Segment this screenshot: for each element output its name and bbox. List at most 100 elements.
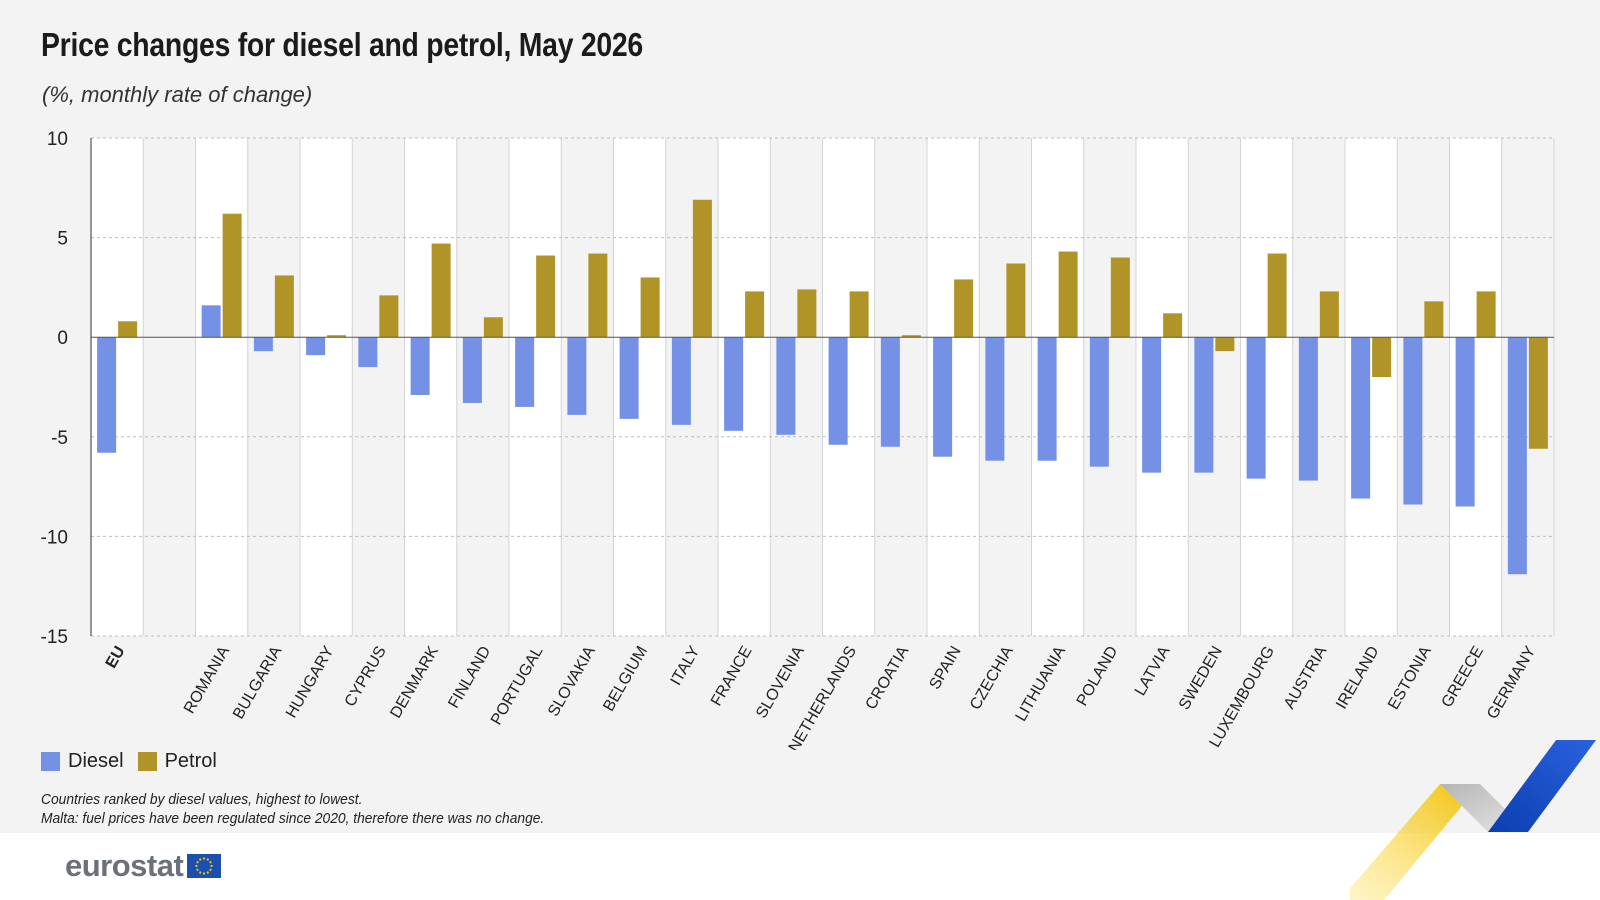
y-tick-label: -5 — [51, 428, 68, 449]
bar-diesel-czechia — [985, 337, 1005, 461]
x-tick-label: LATVIA — [1132, 643, 1174, 699]
bar-diesel-eu — [97, 337, 117, 453]
legend-swatch-diesel — [41, 752, 60, 771]
legend-item-petrol: Petrol — [137, 750, 217, 773]
x-tick-label: SPAIN — [926, 644, 964, 693]
legend-item-diesel: Diesel — [41, 750, 124, 773]
bar-petrol-lithuania — [1058, 251, 1078, 338]
bar-petrol-luxembourg — [1267, 253, 1287, 338]
bar-diesel-sweden — [1194, 337, 1214, 473]
x-tick-label: GREECE — [1439, 644, 1488, 711]
bar-diesel-ireland — [1351, 337, 1371, 499]
bar-petrol-bulgaria — [274, 275, 294, 338]
x-tick-label: BELGIUM — [600, 644, 651, 715]
x-tick-label: SLOVAKIA — [545, 643, 599, 719]
bar-petrol-czechia — [1006, 263, 1026, 338]
bar-diesel-slovenia — [776, 337, 796, 435]
bar-petrol-slovenia — [797, 289, 817, 338]
bar-diesel-bulgaria — [253, 337, 273, 352]
bar-petrol-cyprus — [379, 295, 399, 338]
bar-diesel-poland — [1089, 337, 1109, 467]
bar-petrol-hungary — [327, 335, 347, 338]
x-tick-label: DENMARK — [387, 643, 442, 721]
x-tick-label: SWEDEN — [1176, 644, 1226, 713]
bar-diesel-belgium — [619, 337, 639, 419]
bar-diesel-latvia — [1142, 337, 1162, 473]
bar-diesel-finland — [462, 337, 482, 403]
x-tick-label: ROMANIA — [181, 643, 233, 716]
chart-title: Price changes for diesel and petrol, May… — [41, 26, 643, 63]
x-tick-label: HUNGARY — [283, 643, 338, 721]
x-tick-label: CROATIA — [863, 643, 913, 712]
x-tick-label: LITHUANIA — [1013, 643, 1070, 724]
bar-petrol-finland — [483, 317, 503, 338]
x-tick-label: FINLAND — [445, 644, 494, 712]
bar-diesel-austria — [1298, 337, 1318, 481]
bar-diesel-netherlands — [828, 337, 848, 445]
bar-petrol-latvia — [1163, 313, 1183, 338]
x-tick-label: EU — [103, 644, 129, 672]
x-tick-label: POLAND — [1074, 644, 1122, 709]
y-tick-label: 0 — [57, 328, 68, 349]
bar-petrol-sweden — [1215, 337, 1235, 352]
legend-label-diesel: Diesel — [68, 750, 124, 772]
bar-diesel-denmark — [410, 337, 430, 395]
y-tick-label: -10 — [41, 527, 68, 548]
bar-petrol-eu — [118, 321, 138, 338]
bar-petrol-portugal — [536, 255, 556, 338]
bar-petrol-estonia — [1424, 301, 1444, 338]
chart-notes: Countries ranked by diesel values, highe… — [41, 790, 544, 828]
note-ranking: Countries ranked by diesel values, highe… — [41, 791, 363, 808]
bar-diesel-cyprus — [358, 337, 378, 368]
bar-diesel-croatia — [880, 337, 900, 447]
y-tick-label: 5 — [57, 229, 68, 250]
bar-petrol-germany — [1528, 337, 1548, 449]
chart-legend: Diesel Petrol — [41, 750, 217, 773]
column-band — [300, 138, 353, 636]
footer-bar — [0, 833, 1600, 900]
eurostat-logo[interactable]: eurostat — [65, 848, 222, 884]
x-tick-label: IRELAND — [1333, 644, 1382, 713]
bar-diesel-luxembourg — [1246, 337, 1266, 479]
bar-petrol-romania — [222, 213, 242, 338]
bar-diesel-romania — [201, 305, 221, 338]
bar-petrol-ireland — [1372, 337, 1392, 378]
eurostat-ribbon-decoration — [1350, 740, 1597, 900]
x-tick-label: ITALY — [668, 643, 704, 688]
bar-diesel-slovakia — [567, 337, 587, 415]
x-tick-label: CZECHIA — [967, 643, 1017, 713]
y-tick-label: -15 — [41, 627, 68, 648]
note-malta: Malta: fuel prices have been regulated s… — [41, 810, 545, 827]
bar-petrol-france — [745, 291, 765, 338]
y-tick-label: 10 — [47, 129, 68, 150]
column-band — [195, 138, 248, 636]
bar-diesel-italy — [671, 337, 691, 425]
legend-label-petrol: Petrol — [164, 750, 217, 772]
bar-petrol-poland — [1110, 257, 1130, 338]
x-tick-label: ESTONIA — [1385, 643, 1435, 712]
bar-diesel-portugal — [515, 337, 535, 407]
bar-petrol-netherlands — [849, 291, 869, 338]
x-tick-label: SLOVENIA — [753, 643, 808, 721]
x-tick-label: GERMANY — [1484, 643, 1539, 722]
bar-petrol-belgium — [640, 277, 660, 338]
bar-diesel-lithuania — [1037, 337, 1057, 461]
bar-petrol-austria — [1319, 291, 1339, 338]
bar-diesel-hungary — [306, 337, 326, 356]
bar-diesel-germany — [1507, 337, 1527, 575]
bar-petrol-denmark — [431, 243, 451, 338]
bar-diesel-france — [724, 337, 744, 431]
bar-diesel-estonia — [1403, 337, 1423, 505]
bar-diesel-greece — [1455, 337, 1475, 507]
bar-petrol-croatia — [901, 335, 921, 338]
eu-flag-icon — [187, 854, 222, 878]
legend-swatch-petrol — [137, 752, 157, 771]
x-tick-label: BULGARIA — [230, 643, 285, 722]
x-tick-label: AUSTRIA — [1281, 643, 1331, 712]
chart-subtitle: (%, monthly rate of change) — [42, 82, 313, 107]
bar-diesel-spain — [933, 337, 953, 457]
bar-petrol-italy — [692, 199, 712, 338]
x-tick-label: PORTUGAL — [488, 643, 547, 728]
x-tick-label: FRANCE — [708, 644, 756, 709]
